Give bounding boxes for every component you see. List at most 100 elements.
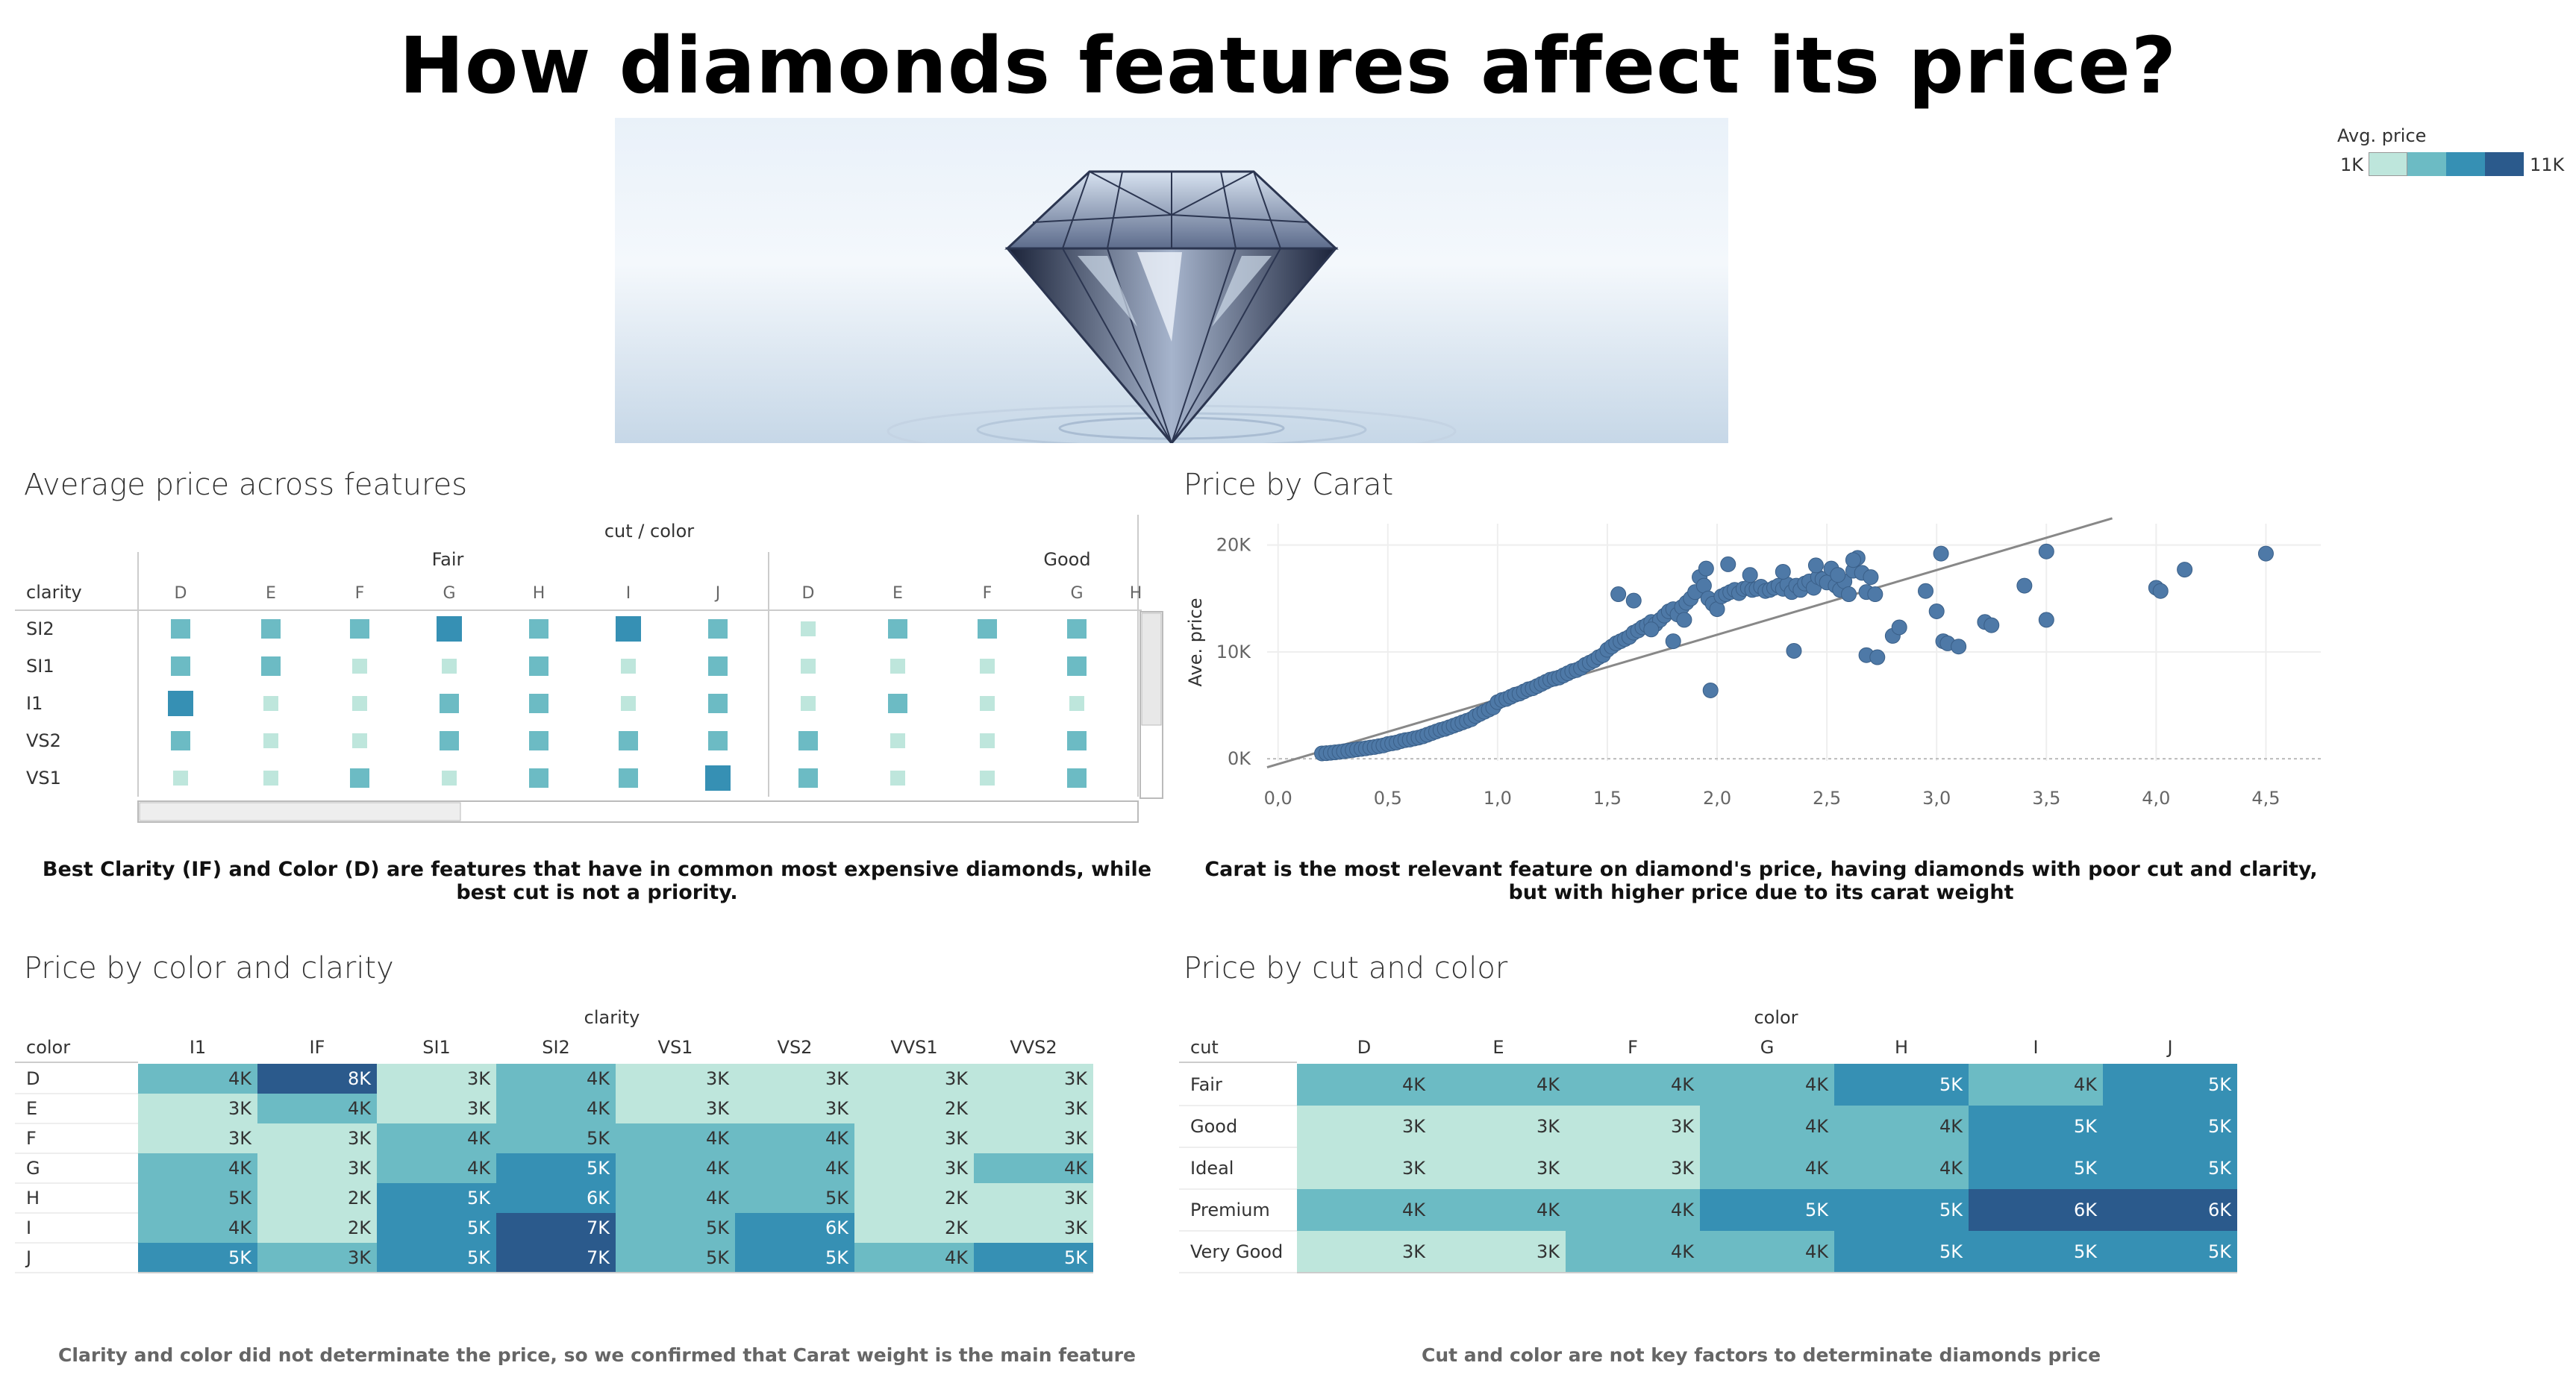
sheet3-note: Clarity and color did not determinate th… [58, 1344, 1136, 1366]
scatter-point [1928, 603, 1945, 619]
heatmap-cell [1834, 1064, 1969, 1106]
heatmap-cell [1566, 1189, 1700, 1231]
price-mark [888, 694, 907, 713]
heatmap-cell [1566, 1064, 1700, 1106]
cell-value: 4K [1805, 1241, 1829, 1262]
heatmap-cell [1431, 1106, 1566, 1147]
heatmap-cell [854, 1153, 974, 1183]
cell-value: 4K [228, 1158, 252, 1179]
col-label: H [1130, 584, 1142, 603]
cell-value: 4K [228, 1217, 252, 1238]
legend-swatch-1 [2369, 152, 2407, 176]
cell-value: 5K [2074, 1241, 2098, 1262]
cell-value: 3K [348, 1158, 372, 1179]
price-mark [352, 733, 367, 748]
cell-value: 6K [2208, 1200, 2232, 1220]
heatmap-cell [496, 1153, 616, 1183]
cell-value: 4K [1064, 1158, 1088, 1179]
col-label: D [802, 584, 815, 603]
heatmap-cell [138, 1213, 257, 1243]
cell-value: 3K [228, 1098, 252, 1119]
column-label: SI1 [422, 1037, 451, 1058]
scatter-point [1869, 649, 1886, 665]
price-mark [442, 771, 457, 786]
cell-value: 3K [1064, 1098, 1088, 1119]
heatmap-cell [377, 1243, 496, 1273]
cell-value: 5K [2074, 1158, 2098, 1179]
scatter-point [1891, 619, 1907, 636]
col-label: J [714, 584, 721, 603]
heatmap-cell [1700, 1231, 1834, 1273]
cell-value: 2K [945, 1217, 969, 1238]
cell-value: 4K [1805, 1158, 1829, 1179]
heatmap-cell [257, 1213, 377, 1243]
heatmap-cell [257, 1183, 377, 1213]
heatmap-cell [2103, 1064, 2237, 1106]
cell-value: 5K [1064, 1247, 1088, 1268]
cell-value: 6K [825, 1217, 849, 1238]
cell-value: 4K [945, 1247, 969, 1268]
heatmap-cell [138, 1183, 257, 1213]
x-tick-label: 2,5 [1813, 788, 1841, 809]
cell-value: 4K [1536, 1200, 1560, 1220]
x-tick-label: 1,5 [1593, 788, 1622, 809]
price-mark [261, 656, 281, 676]
heatmap-cell [496, 1243, 616, 1273]
x-tick-label: 2,0 [1703, 788, 1731, 809]
sheet4-title: Price by cut and color [1184, 951, 1508, 985]
scatter-point [1643, 621, 1660, 638]
price-mark [529, 731, 548, 750]
cell-value: 4K [825, 1128, 849, 1149]
cell-value: 4K [1805, 1116, 1829, 1137]
cell-value: 4K [1805, 1074, 1829, 1095]
row-label: I [26, 1217, 31, 1238]
heatmap-cell [1566, 1147, 1700, 1189]
cell-value: 5K [706, 1247, 730, 1268]
price-mark [529, 694, 548, 713]
price-mark [708, 619, 728, 639]
price-mark [801, 659, 816, 674]
heatmap-cell [854, 1183, 974, 1213]
price-mark [352, 696, 367, 711]
heatmap-cell [377, 1064, 496, 1094]
cell-value: 4K [348, 1098, 372, 1119]
cell-value: 5K [2208, 1158, 2232, 1179]
row-label: H [26, 1188, 40, 1209]
price-mark [171, 619, 190, 639]
x-tick-label: 4,0 [2142, 788, 2170, 809]
heatmap-cell [138, 1153, 257, 1183]
scatter-point [1720, 556, 1736, 572]
cell-value: 3K [1536, 1158, 1560, 1179]
scatter-point [1786, 642, 1802, 659]
heatmap-cell [138, 1123, 257, 1153]
price-mark [980, 659, 995, 674]
scatter-point [1610, 586, 1627, 603]
scatter-point [2038, 612, 2054, 628]
heatmap-cell [1834, 1147, 1969, 1189]
price-mark [708, 694, 728, 713]
scatter-point [1867, 586, 1883, 603]
heatmap-cell [854, 1123, 974, 1153]
heatmap-cell [1297, 1231, 1431, 1273]
cell-value: 5K [467, 1217, 491, 1238]
scatter-point [1830, 567, 1846, 583]
heatmap-cell [854, 1213, 974, 1243]
cell-value: 5K [825, 1188, 849, 1209]
column-label: D [1357, 1037, 1371, 1058]
price-mark [890, 733, 905, 748]
heatmap-cell [735, 1243, 854, 1273]
row-label: VS2 [26, 730, 61, 751]
column-label: SI2 [542, 1037, 570, 1058]
row-label: I1 [26, 693, 43, 714]
column-label: H [1895, 1037, 1908, 1058]
horizontal-scroll-thumb [139, 802, 461, 821]
row-label: SI2 [26, 618, 54, 639]
row-label: Premium [1190, 1200, 1270, 1220]
price-mark [1067, 768, 1087, 788]
cell-value: 4K [706, 1188, 730, 1209]
heatmap-cell [496, 1183, 616, 1213]
heatmap-cell [377, 1123, 496, 1153]
cell-value: 4K [1671, 1200, 1695, 1220]
price-mark [978, 619, 997, 639]
cell-value: 4K [706, 1128, 730, 1149]
